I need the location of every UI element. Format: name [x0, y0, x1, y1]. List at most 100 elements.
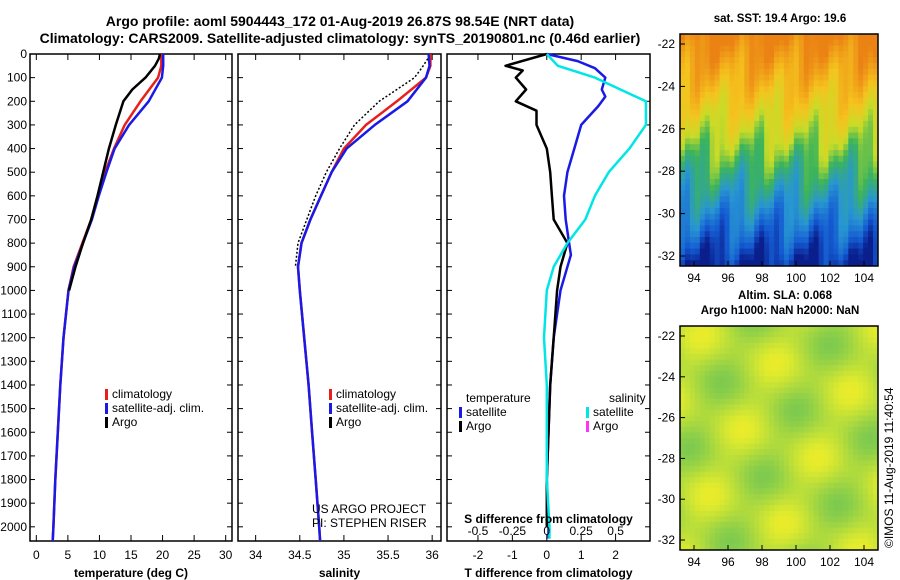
map-cell: [689, 248, 696, 255]
map-cell: [709, 144, 716, 151]
y-tick-label: 600: [7, 189, 27, 203]
map-cell: [779, 167, 785, 174]
map-cell: [744, 443, 750, 450]
map-cell: [818, 39, 824, 46]
map-cell: [729, 167, 735, 174]
map-cell: [818, 45, 824, 52]
map-cell: [744, 488, 750, 495]
map-cell: [759, 449, 765, 456]
map-cell: [699, 150, 706, 157]
map-cell: [798, 237, 805, 244]
map-cell: [709, 342, 716, 349]
map-cell: [833, 342, 839, 349]
map-cell: [714, 57, 720, 64]
map-cell: [714, 167, 720, 174]
map-cell: [818, 376, 824, 383]
map-cell: [848, 208, 854, 215]
map-cell: [709, 184, 716, 191]
map-cell: [823, 482, 829, 489]
map-cell: [783, 51, 790, 58]
map-cell: [863, 505, 869, 512]
map-cell: [863, 202, 869, 209]
map-cell: [863, 393, 869, 400]
map-cell: [823, 471, 829, 478]
map-cell: [813, 443, 819, 450]
map-cell: [769, 34, 775, 41]
map-cell: [798, 231, 805, 238]
map-cell: [833, 109, 839, 116]
map-cell: [744, 544, 750, 551]
map-cell: [680, 510, 686, 517]
map-cell: [868, 173, 874, 180]
map-cell: [843, 219, 849, 226]
map-cell: [873, 415, 879, 422]
map-cell: [823, 80, 829, 87]
map-cell: [694, 126, 701, 133]
map-cell: [709, 208, 716, 215]
map-cell: [680, 482, 686, 489]
map-cell: [769, 138, 775, 145]
map-cell: [739, 538, 745, 545]
map-cell: [798, 39, 805, 46]
map-cell: [729, 260, 735, 267]
map-cell: [749, 365, 755, 372]
map-cell: [833, 410, 839, 416]
map-cell: [704, 68, 711, 75]
map-cell: [689, 538, 696, 545]
map-cell: [823, 63, 829, 70]
map-cell: [769, 225, 775, 232]
map-cell: [793, 144, 800, 151]
map-cell: [694, 237, 701, 244]
map-cell: [719, 213, 725, 220]
map-cell: [704, 115, 711, 122]
map-cell: [689, 225, 696, 232]
map-cell: [704, 477, 711, 484]
y-tick-label: 800: [7, 236, 27, 250]
map-cell: [808, 359, 815, 366]
map-cell: [719, 80, 725, 87]
map-cell: [793, 488, 800, 495]
map-cell: [719, 74, 725, 81]
map-cell: [833, 505, 839, 512]
map-cell: [863, 74, 869, 81]
map-cell: [798, 337, 805, 344]
map-cell: [754, 109, 760, 116]
map-cell: [739, 39, 745, 46]
credit-project: US ARGO PROJECT: [312, 502, 427, 516]
map-cell: [853, 57, 859, 64]
map-cell: [754, 121, 760, 128]
map-cell: [689, 516, 696, 523]
map-cell: [843, 499, 849, 506]
map-cell: [724, 393, 730, 400]
map-cell: [848, 376, 854, 383]
map-cell: [828, 45, 834, 52]
map-cell: [764, 237, 770, 244]
map-cell: [813, 57, 819, 64]
map-cell: [704, 365, 711, 372]
map-cell: [823, 326, 829, 332]
map-cell: [798, 213, 805, 220]
map-cell: [808, 494, 815, 500]
map-cell: [823, 337, 829, 344]
map-cell: [734, 115, 740, 122]
map-cell: [808, 80, 815, 87]
map-cell: [719, 510, 725, 517]
map-cell: [783, 92, 790, 99]
map-cell: [774, 522, 780, 528]
map-cell: [863, 348, 869, 355]
map-cell: [680, 126, 686, 133]
map-cell: [798, 248, 805, 255]
map-cell: [739, 410, 745, 416]
map-cell: [833, 213, 839, 220]
map-cell: [774, 538, 780, 545]
map-cell: [798, 404, 805, 411]
map-cell: [709, 522, 716, 528]
map-cell: [853, 34, 859, 41]
map-cell: [833, 359, 839, 366]
map-cell: [699, 533, 706, 540]
map-cell: [724, 443, 730, 450]
map-cell: [680, 426, 686, 433]
map-cell: [704, 510, 711, 517]
map-cell: [858, 398, 864, 405]
map-cell: [709, 471, 716, 478]
